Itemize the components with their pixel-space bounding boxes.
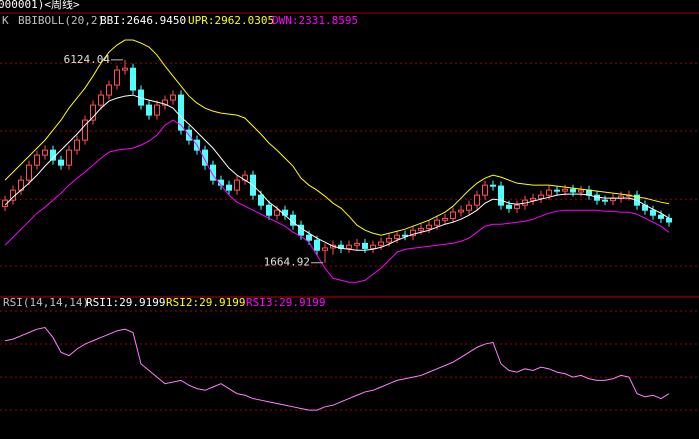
candle-body — [490, 184, 496, 187]
candle-body — [418, 227, 424, 231]
candle-body — [578, 189, 584, 193]
candle-body — [458, 209, 464, 213]
candle-body — [474, 194, 480, 206]
legend-entry: UPR:2962.0305 — [188, 14, 274, 27]
candle-body — [274, 209, 280, 216]
annotation: 6124.04 — [64, 53, 111, 66]
candle-body — [370, 244, 376, 249]
candle-body — [362, 242, 368, 249]
candle-body — [146, 104, 152, 116]
candle-body — [434, 219, 440, 226]
candle-body — [42, 149, 48, 156]
candle-body — [426, 224, 432, 229]
candle-body — [346, 244, 352, 249]
series-line — [4, 119, 670, 283]
candle-body — [402, 234, 408, 237]
candle-body — [514, 204, 520, 209]
candle-body — [498, 185, 504, 206]
candle-body — [530, 197, 536, 201]
candle-body — [90, 104, 96, 121]
candle-body — [650, 209, 656, 216]
candle-body — [410, 229, 416, 237]
candle-body — [58, 159, 64, 166]
candle-body — [202, 149, 208, 166]
candle-body — [482, 184, 488, 196]
legend-entry: DWN:2331.8595 — [272, 14, 358, 27]
legend-entry: BBI:2646.9450 — [100, 14, 186, 27]
series-line — [4, 326, 670, 411]
candle-body — [98, 94, 104, 106]
candle-body — [322, 247, 328, 251]
candle-body — [586, 189, 592, 196]
candle-body — [66, 149, 72, 166]
candle-body — [74, 139, 80, 151]
candle-body — [234, 179, 240, 191]
indicator-label: BBIBOLL(20,2) — [18, 14, 104, 27]
chart-label: K — [2, 14, 9, 27]
candle-body — [450, 211, 456, 219]
candle-body — [602, 199, 608, 202]
candle-body — [546, 189, 552, 196]
indicator-label: RSI(14,14,14) — [3, 296, 89, 309]
candle-body — [442, 217, 448, 221]
candle-body — [394, 234, 400, 239]
candle-body — [314, 239, 320, 251]
candle-body — [122, 67, 128, 71]
candle-body — [562, 188, 568, 192]
candle-body — [386, 237, 392, 243]
candle-body — [130, 67, 136, 91]
candle-body — [114, 69, 120, 86]
candle-body — [154, 104, 160, 116]
candle-body — [610, 197, 616, 202]
candle-body — [538, 194, 544, 199]
header-title: 000001)<周线> — [0, 0, 80, 11]
series-line — [4, 94, 670, 251]
candle-body — [570, 188, 576, 193]
candle-body — [106, 84, 112, 96]
candle-body — [266, 204, 272, 216]
candle-body — [666, 217, 672, 223]
candle-body — [34, 154, 40, 166]
candle-body — [282, 209, 288, 216]
candle-body — [178, 94, 184, 131]
candle-body — [162, 99, 168, 106]
candle-body — [506, 204, 512, 209]
candle-body — [554, 189, 560, 192]
candle-body — [306, 234, 312, 241]
series-line — [4, 39, 670, 236]
legend-entry: RSI2:29.9199 — [166, 296, 245, 309]
candle-body — [82, 119, 88, 141]
candle-body — [26, 164, 32, 181]
candle-body — [466, 204, 472, 211]
candle-body — [378, 241, 384, 246]
candle-body — [210, 164, 216, 181]
legend-entry: RSI3:29.9199 — [246, 296, 325, 309]
annotation: 1664.92 — [264, 256, 310, 269]
candle-body — [226, 184, 232, 191]
candle-body — [354, 242, 360, 246]
candle-body — [170, 94, 176, 101]
candle-body — [658, 214, 664, 219]
candle-body — [258, 194, 264, 206]
legend-entry: RSI1:29.9199 — [86, 296, 165, 309]
